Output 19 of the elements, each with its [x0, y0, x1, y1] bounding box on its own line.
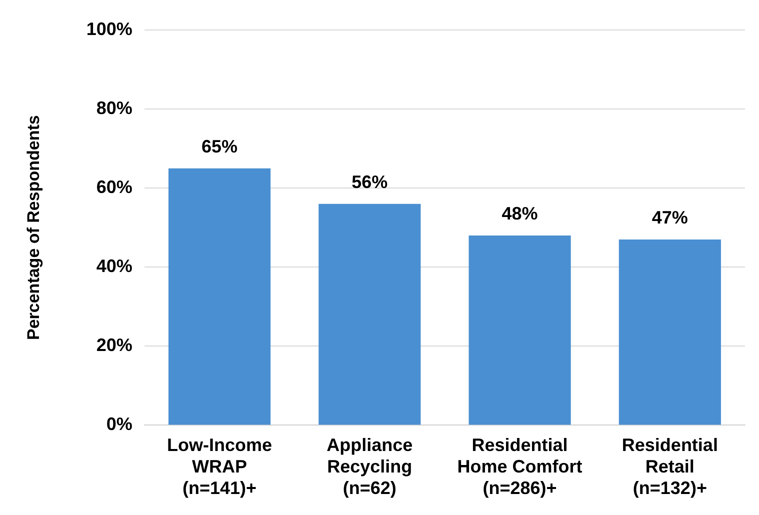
bar	[618, 239, 721, 425]
bar	[468, 236, 571, 425]
y-tick-label: 60%	[96, 177, 132, 198]
y-tick-label: 20%	[96, 335, 132, 356]
x-tick-label: Residential Retail (n=132)+	[622, 434, 718, 498]
x-tick-label: Low-Income WRAP (n=141)+	[167, 434, 272, 498]
y-tick-label: 0%	[106, 414, 132, 434]
data-label: 65%	[201, 136, 238, 156]
y-tick-label: 80%	[96, 98, 132, 118]
y-axis-title: Percentage of Respondents	[24, 115, 43, 340]
bar	[168, 168, 271, 425]
x-tick-label: Appliance Recycling (n=62)	[326, 434, 413, 498]
data-label: 47%	[652, 207, 688, 228]
data-label: 56%	[352, 172, 388, 192]
data-label: 48%	[502, 203, 538, 224]
y-tick-label: 40%	[96, 256, 132, 276]
y-tick-label: 100%	[86, 18, 132, 39]
bar	[318, 204, 421, 425]
x-tick-label: Residential Home Comfort (n=286)+	[457, 434, 582, 498]
